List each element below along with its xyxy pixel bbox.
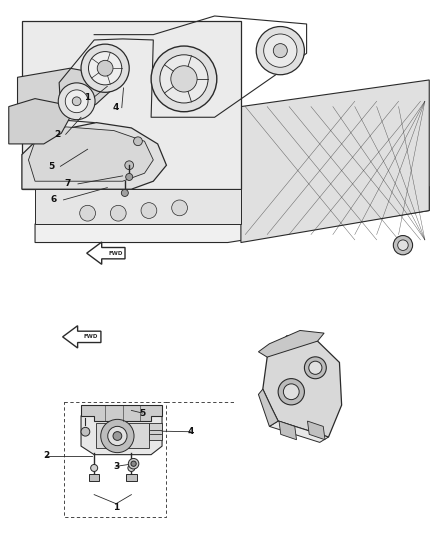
Polygon shape (81, 405, 162, 421)
Polygon shape (149, 423, 162, 440)
Circle shape (58, 83, 95, 120)
Text: 3: 3 (113, 462, 119, 471)
Circle shape (309, 361, 322, 374)
Text: 1: 1 (113, 503, 119, 512)
Text: 2: 2 (43, 451, 49, 460)
Polygon shape (258, 330, 324, 357)
Circle shape (393, 236, 413, 255)
Circle shape (101, 419, 134, 453)
Polygon shape (258, 389, 278, 426)
Circle shape (134, 137, 142, 146)
Text: 1: 1 (84, 93, 90, 101)
Circle shape (278, 378, 304, 405)
Polygon shape (35, 187, 429, 243)
Circle shape (113, 432, 122, 440)
Text: 5: 5 (139, 409, 145, 417)
Circle shape (121, 189, 128, 197)
Polygon shape (22, 21, 241, 189)
Circle shape (398, 240, 408, 251)
Circle shape (160, 55, 208, 103)
Circle shape (283, 384, 299, 400)
Circle shape (141, 203, 157, 219)
Polygon shape (263, 336, 342, 437)
Polygon shape (279, 421, 297, 440)
Circle shape (151, 46, 217, 112)
Circle shape (91, 464, 98, 472)
Circle shape (65, 90, 88, 112)
Polygon shape (87, 242, 125, 264)
Bar (126, 474, 137, 481)
Polygon shape (81, 416, 162, 455)
Circle shape (80, 205, 95, 221)
Polygon shape (96, 423, 149, 448)
Circle shape (264, 34, 297, 67)
Circle shape (81, 427, 90, 436)
Circle shape (131, 461, 136, 466)
Polygon shape (63, 326, 101, 348)
Polygon shape (28, 127, 153, 181)
Circle shape (304, 357, 326, 379)
Circle shape (97, 60, 113, 76)
Text: 6: 6 (50, 196, 57, 204)
Polygon shape (241, 80, 429, 243)
Circle shape (108, 426, 127, 446)
Text: 5: 5 (49, 162, 55, 171)
Circle shape (110, 205, 126, 221)
Circle shape (88, 52, 122, 85)
Text: 4: 4 (187, 427, 194, 436)
Text: FWD: FWD (108, 251, 122, 256)
Circle shape (72, 97, 81, 106)
Circle shape (128, 458, 139, 469)
Polygon shape (18, 68, 114, 115)
Text: 4: 4 (113, 103, 119, 112)
Text: FWD: FWD (84, 334, 98, 340)
Polygon shape (35, 189, 241, 224)
Circle shape (125, 161, 134, 169)
Text: 7: 7 (65, 180, 71, 188)
Circle shape (273, 44, 287, 58)
Polygon shape (22, 123, 166, 189)
Circle shape (172, 200, 187, 216)
Polygon shape (307, 421, 325, 440)
Circle shape (128, 464, 135, 472)
Bar (89, 474, 99, 481)
Circle shape (81, 44, 129, 92)
Circle shape (171, 66, 197, 92)
Text: 2: 2 (55, 130, 61, 139)
Circle shape (126, 173, 133, 181)
Polygon shape (269, 421, 328, 442)
Polygon shape (9, 99, 70, 144)
Circle shape (256, 27, 304, 75)
